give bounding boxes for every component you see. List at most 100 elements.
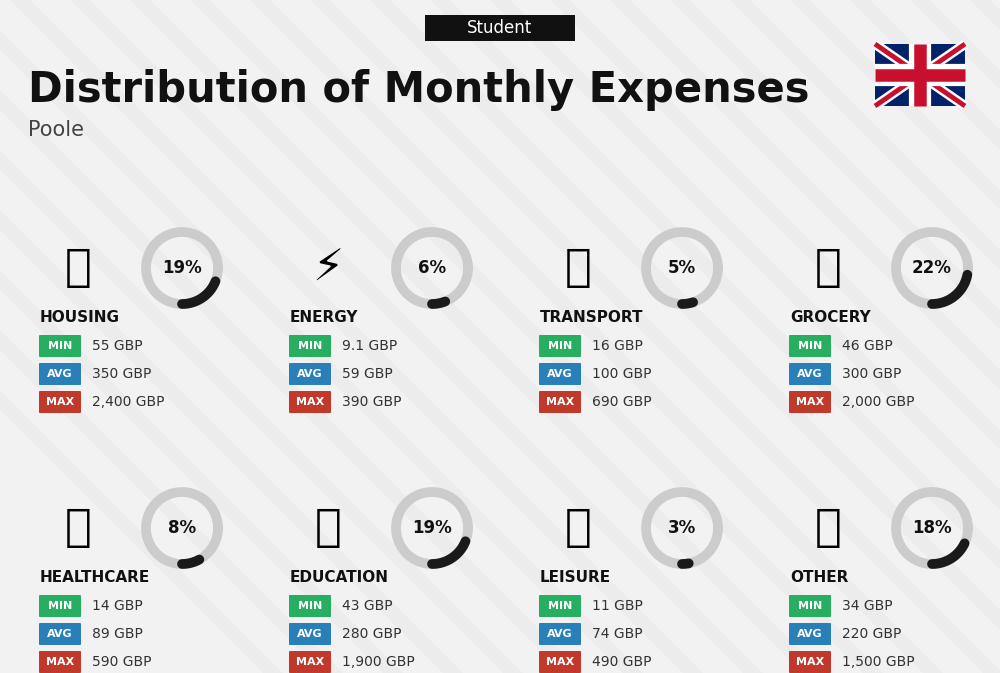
FancyBboxPatch shape bbox=[539, 623, 581, 645]
Text: 9.1 GBP: 9.1 GBP bbox=[342, 339, 397, 353]
Text: 🚌: 🚌 bbox=[565, 246, 591, 289]
Text: 16 GBP: 16 GBP bbox=[592, 339, 643, 353]
Text: MIN: MIN bbox=[798, 601, 822, 611]
Text: 34 GBP: 34 GBP bbox=[842, 599, 893, 613]
Text: 690 GBP: 690 GBP bbox=[592, 395, 652, 409]
Text: 300 GBP: 300 GBP bbox=[842, 367, 901, 381]
FancyBboxPatch shape bbox=[39, 391, 81, 413]
Text: Poole: Poole bbox=[28, 120, 84, 140]
Text: Student: Student bbox=[467, 19, 533, 37]
Text: 22%: 22% bbox=[912, 259, 952, 277]
Text: EDUCATION: EDUCATION bbox=[290, 571, 389, 586]
Text: 2,000 GBP: 2,000 GBP bbox=[842, 395, 914, 409]
Text: 💰: 💰 bbox=[815, 507, 841, 549]
Text: 6%: 6% bbox=[418, 259, 446, 277]
Text: 11 GBP: 11 GBP bbox=[592, 599, 643, 613]
Text: 1,900 GBP: 1,900 GBP bbox=[342, 655, 415, 669]
FancyBboxPatch shape bbox=[789, 651, 831, 673]
Text: LEISURE: LEISURE bbox=[540, 571, 611, 586]
Text: MIN: MIN bbox=[48, 601, 72, 611]
Text: TRANSPORT: TRANSPORT bbox=[540, 310, 644, 326]
Text: 89 GBP: 89 GBP bbox=[92, 627, 143, 641]
Text: MAX: MAX bbox=[796, 397, 824, 407]
FancyBboxPatch shape bbox=[289, 391, 331, 413]
FancyBboxPatch shape bbox=[39, 623, 81, 645]
Text: MAX: MAX bbox=[796, 657, 824, 667]
Text: 🏥: 🏥 bbox=[65, 507, 91, 549]
Text: 74 GBP: 74 GBP bbox=[592, 627, 643, 641]
FancyBboxPatch shape bbox=[539, 651, 581, 673]
Text: MAX: MAX bbox=[546, 397, 574, 407]
Text: MIN: MIN bbox=[48, 341, 72, 351]
Text: Distribution of Monthly Expenses: Distribution of Monthly Expenses bbox=[28, 69, 810, 111]
Text: AVG: AVG bbox=[797, 369, 823, 379]
Text: MAX: MAX bbox=[46, 657, 74, 667]
Text: AVG: AVG bbox=[797, 629, 823, 639]
FancyBboxPatch shape bbox=[39, 363, 81, 385]
Text: 220 GBP: 220 GBP bbox=[842, 627, 901, 641]
Text: MAX: MAX bbox=[296, 397, 324, 407]
FancyBboxPatch shape bbox=[789, 623, 831, 645]
Text: 19%: 19% bbox=[162, 259, 202, 277]
Text: AVG: AVG bbox=[47, 369, 73, 379]
Text: 55 GBP: 55 GBP bbox=[92, 339, 143, 353]
Text: MIN: MIN bbox=[298, 601, 322, 611]
Text: 59 GBP: 59 GBP bbox=[342, 367, 393, 381]
Text: 100 GBP: 100 GBP bbox=[592, 367, 652, 381]
Text: 350 GBP: 350 GBP bbox=[92, 367, 151, 381]
Text: 2,400 GBP: 2,400 GBP bbox=[92, 395, 164, 409]
Text: 8%: 8% bbox=[168, 519, 196, 537]
Text: 280 GBP: 280 GBP bbox=[342, 627, 402, 641]
FancyBboxPatch shape bbox=[539, 391, 581, 413]
FancyBboxPatch shape bbox=[289, 595, 331, 617]
FancyBboxPatch shape bbox=[289, 651, 331, 673]
Text: 5%: 5% bbox=[668, 259, 696, 277]
Text: 🛍: 🛍 bbox=[565, 507, 591, 549]
FancyBboxPatch shape bbox=[39, 595, 81, 617]
FancyBboxPatch shape bbox=[539, 335, 581, 357]
Text: AVG: AVG bbox=[297, 369, 323, 379]
Text: HEALTHCARE: HEALTHCARE bbox=[40, 571, 150, 586]
Text: 🎓: 🎓 bbox=[315, 507, 341, 549]
Text: 🏢: 🏢 bbox=[65, 246, 91, 289]
FancyBboxPatch shape bbox=[39, 335, 81, 357]
Text: ⚡: ⚡ bbox=[312, 246, 344, 289]
FancyBboxPatch shape bbox=[425, 15, 575, 41]
Text: MAX: MAX bbox=[46, 397, 74, 407]
Text: MIN: MIN bbox=[798, 341, 822, 351]
Text: MIN: MIN bbox=[298, 341, 322, 351]
Text: 390 GBP: 390 GBP bbox=[342, 395, 402, 409]
Text: HOUSING: HOUSING bbox=[40, 310, 120, 326]
Text: 43 GBP: 43 GBP bbox=[342, 599, 393, 613]
Text: 19%: 19% bbox=[412, 519, 452, 537]
Text: AVG: AVG bbox=[297, 629, 323, 639]
FancyBboxPatch shape bbox=[289, 335, 331, 357]
Text: MIN: MIN bbox=[548, 341, 572, 351]
FancyBboxPatch shape bbox=[289, 363, 331, 385]
FancyBboxPatch shape bbox=[789, 335, 831, 357]
FancyBboxPatch shape bbox=[789, 363, 831, 385]
FancyBboxPatch shape bbox=[875, 44, 965, 106]
Text: MIN: MIN bbox=[548, 601, 572, 611]
Text: 1,500 GBP: 1,500 GBP bbox=[842, 655, 915, 669]
Text: AVG: AVG bbox=[547, 369, 573, 379]
Text: 590 GBP: 590 GBP bbox=[92, 655, 152, 669]
Text: 3%: 3% bbox=[668, 519, 696, 537]
FancyBboxPatch shape bbox=[39, 651, 81, 673]
FancyBboxPatch shape bbox=[789, 391, 831, 413]
FancyBboxPatch shape bbox=[539, 595, 581, 617]
Text: AVG: AVG bbox=[547, 629, 573, 639]
Text: 490 GBP: 490 GBP bbox=[592, 655, 652, 669]
Text: 14 GBP: 14 GBP bbox=[92, 599, 143, 613]
FancyBboxPatch shape bbox=[289, 623, 331, 645]
Text: MAX: MAX bbox=[296, 657, 324, 667]
Text: AVG: AVG bbox=[47, 629, 73, 639]
FancyBboxPatch shape bbox=[789, 595, 831, 617]
Text: OTHER: OTHER bbox=[790, 571, 848, 586]
Text: 46 GBP: 46 GBP bbox=[842, 339, 893, 353]
Text: ENERGY: ENERGY bbox=[290, 310, 358, 326]
FancyBboxPatch shape bbox=[539, 363, 581, 385]
Text: GROCERY: GROCERY bbox=[790, 310, 871, 326]
Text: 18%: 18% bbox=[912, 519, 952, 537]
Text: 🛒: 🛒 bbox=[815, 246, 841, 289]
